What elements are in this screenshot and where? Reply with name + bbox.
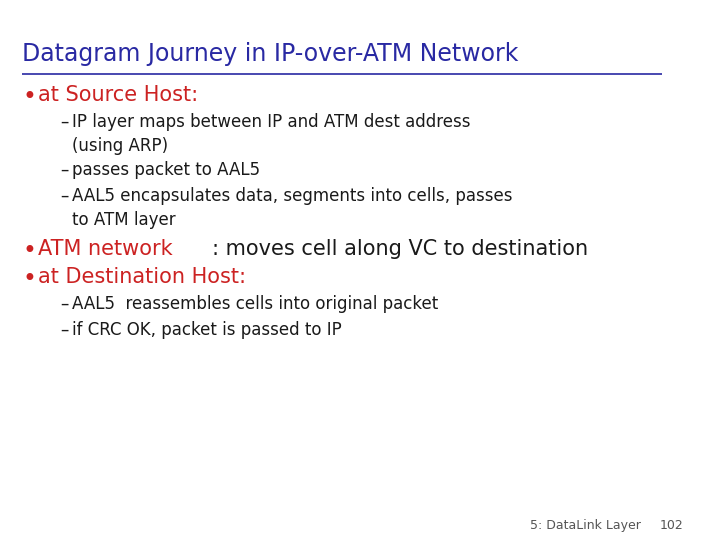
- Text: •: •: [22, 267, 36, 291]
- Text: AAL5 encapsulates data, segments into cells, passes
to ATM layer: AAL5 encapsulates data, segments into ce…: [72, 187, 513, 228]
- Text: AAL5  reassembles cells into original packet: AAL5 reassembles cells into original pac…: [72, 295, 438, 313]
- Text: at Source Host:: at Source Host:: [38, 85, 198, 105]
- Text: –: –: [60, 113, 68, 131]
- Text: IP layer maps between IP and ATM dest address
(using ARP): IP layer maps between IP and ATM dest ad…: [72, 113, 470, 154]
- Text: 5: DataLink Layer: 5: DataLink Layer: [530, 519, 641, 532]
- Text: •: •: [22, 85, 36, 109]
- Text: Datagram Journey in IP-over-ATM Network: Datagram Journey in IP-over-ATM Network: [22, 42, 518, 66]
- Text: –: –: [60, 187, 68, 205]
- Text: if CRC OK, packet is passed to IP: if CRC OK, packet is passed to IP: [72, 321, 342, 339]
- Text: 102: 102: [660, 519, 684, 532]
- Text: •: •: [22, 239, 36, 263]
- Text: –: –: [60, 295, 68, 313]
- Text: : moves cell along VC to destination: : moves cell along VC to destination: [212, 239, 588, 259]
- Text: ATM network: ATM network: [38, 239, 173, 259]
- Text: –: –: [60, 321, 68, 339]
- Text: at Destination Host:: at Destination Host:: [38, 267, 246, 287]
- Text: –: –: [60, 161, 68, 179]
- Text: passes packet to AAL5: passes packet to AAL5: [72, 161, 260, 179]
